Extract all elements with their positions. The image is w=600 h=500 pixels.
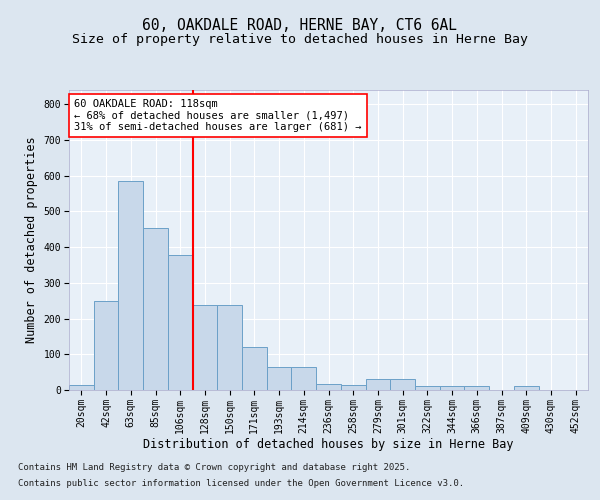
- X-axis label: Distribution of detached houses by size in Herne Bay: Distribution of detached houses by size …: [143, 438, 514, 452]
- Bar: [440, 386, 464, 390]
- Bar: [217, 305, 242, 390]
- Bar: [464, 386, 489, 390]
- Text: 60, OAKDALE ROAD, HERNE BAY, CT6 6AL: 60, OAKDALE ROAD, HERNE BAY, CT6 6AL: [143, 18, 458, 32]
- Y-axis label: Number of detached properties: Number of detached properties: [25, 136, 38, 344]
- Bar: [292, 367, 316, 390]
- Bar: [143, 228, 168, 390]
- Bar: [341, 384, 365, 390]
- Bar: [69, 384, 94, 390]
- Bar: [118, 181, 143, 390]
- Text: 60 OAKDALE ROAD: 118sqm
← 68% of detached houses are smaller (1,497)
31% of semi: 60 OAKDALE ROAD: 118sqm ← 68% of detache…: [74, 99, 362, 132]
- Bar: [242, 347, 267, 390]
- Bar: [267, 367, 292, 390]
- Bar: [514, 386, 539, 390]
- Bar: [316, 384, 341, 390]
- Text: Contains public sector information licensed under the Open Government Licence v3: Contains public sector information licen…: [18, 478, 464, 488]
- Bar: [390, 380, 415, 390]
- Bar: [415, 386, 440, 390]
- Text: Size of property relative to detached houses in Herne Bay: Size of property relative to detached ho…: [72, 32, 528, 46]
- Bar: [94, 302, 118, 390]
- Text: Contains HM Land Registry data © Crown copyright and database right 2025.: Contains HM Land Registry data © Crown c…: [18, 464, 410, 472]
- Bar: [193, 305, 217, 390]
- Bar: [168, 255, 193, 390]
- Bar: [365, 380, 390, 390]
